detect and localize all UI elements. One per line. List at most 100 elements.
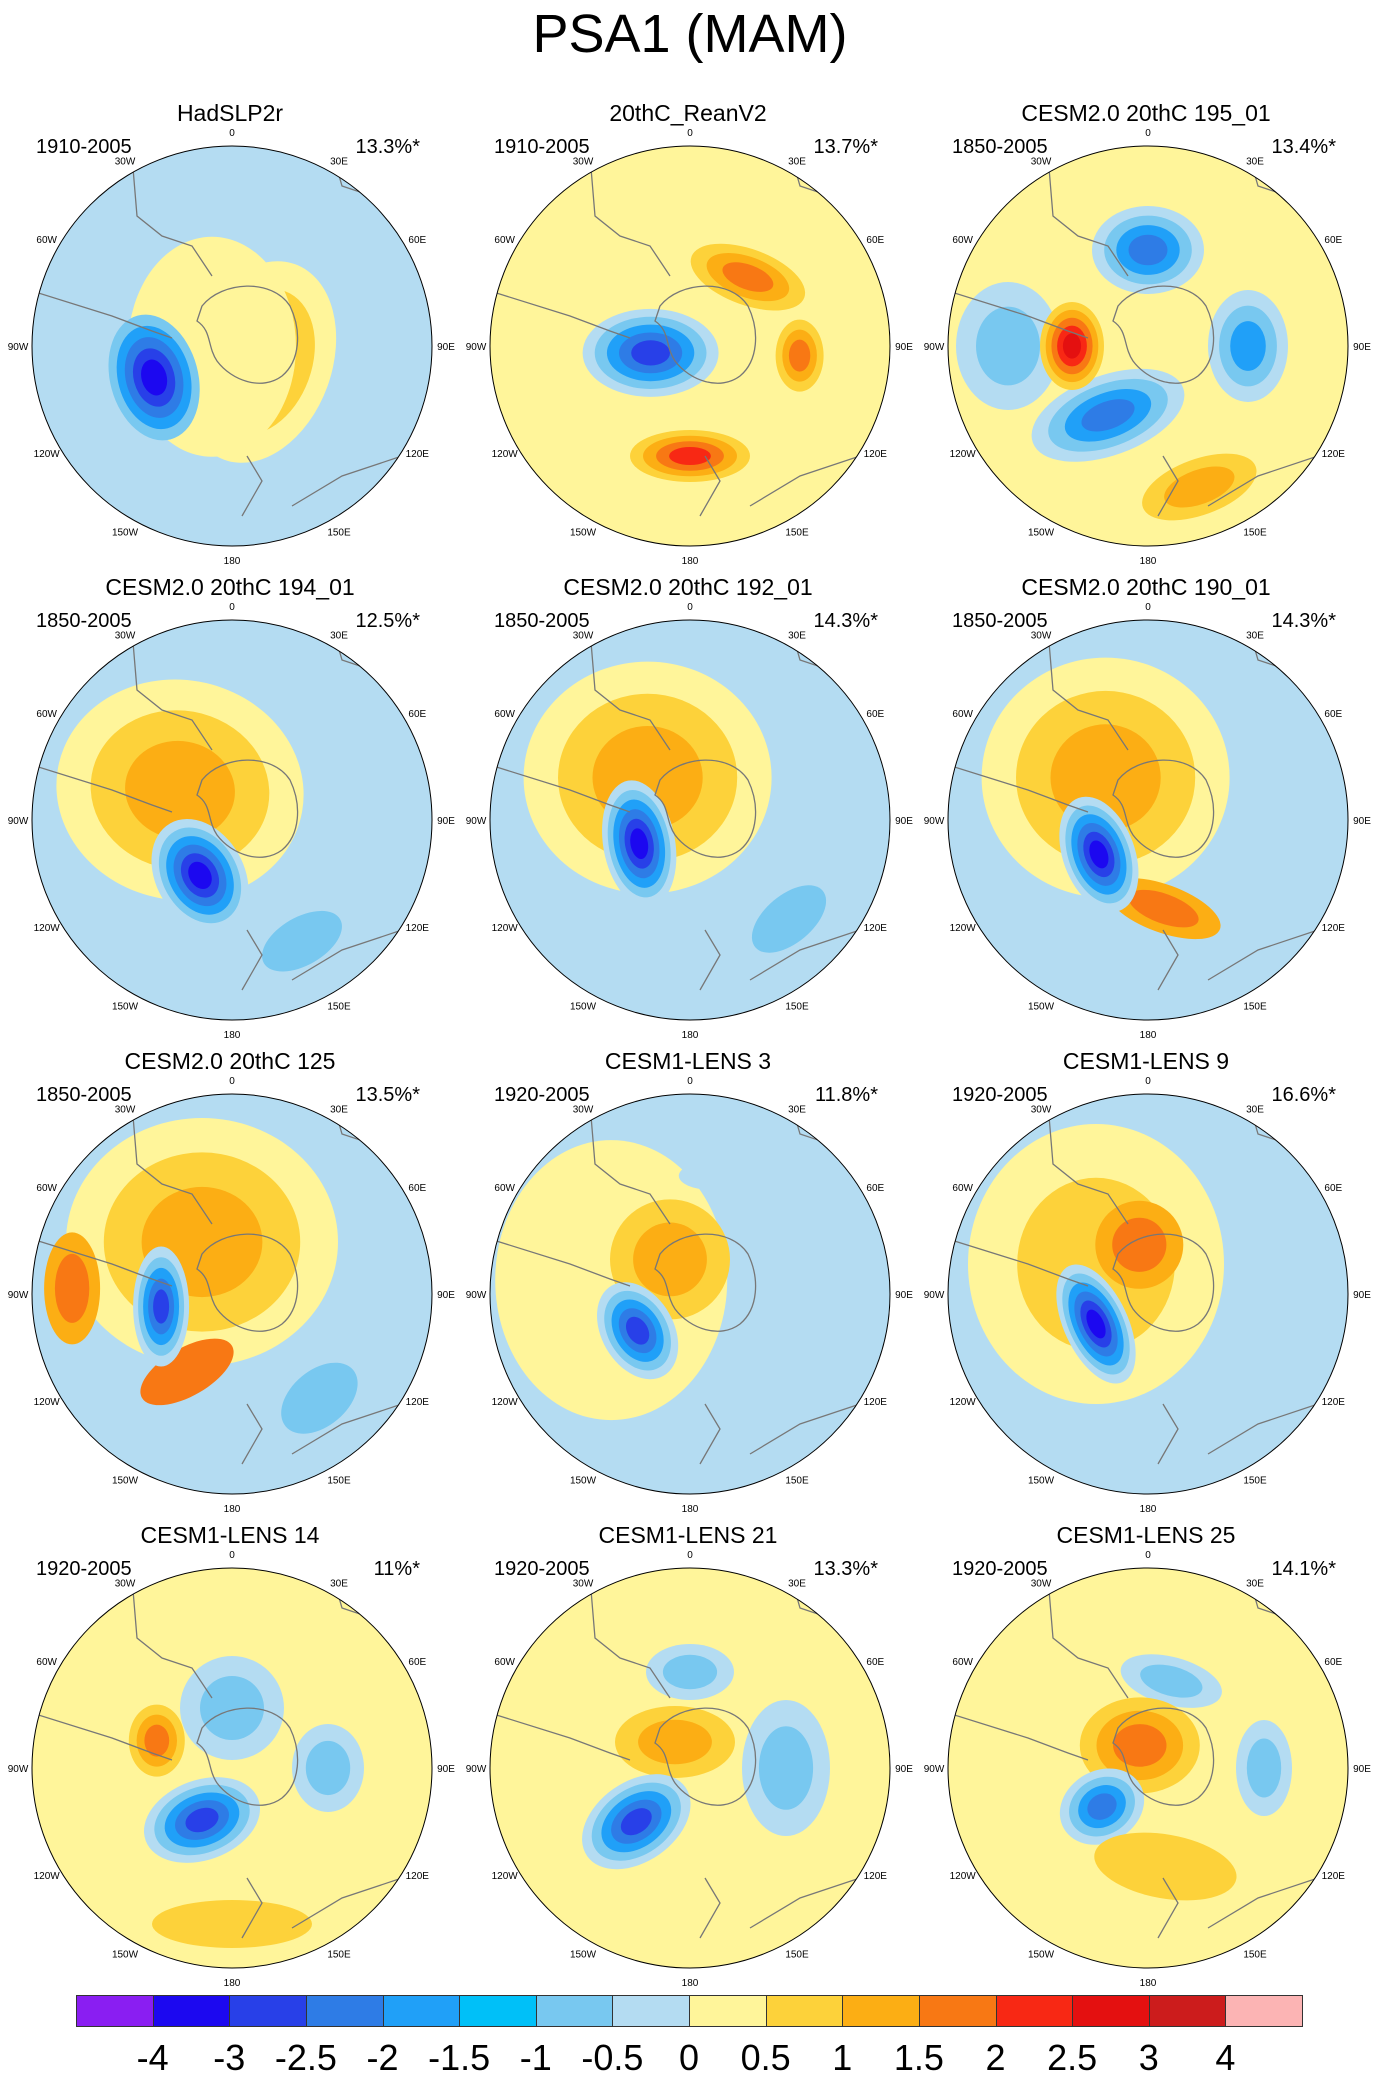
longitude-label: 150E — [1243, 1475, 1267, 1486]
longitude-label: 150W — [112, 1949, 139, 1960]
panel-period: 1850-2005 — [36, 1084, 132, 1106]
colorbar: -4 -3 -2.5 -2 -1.5 -1 -0.5 0 0.5 1 1.5 2 2.5 3 4 — [0, 1995, 1380, 2086]
longitude-label: 90E — [895, 1764, 913, 1775]
longitude-label: 90W — [466, 816, 487, 827]
contour-level — [1113, 1724, 1167, 1767]
longitude-label: 150W — [1028, 1475, 1055, 1486]
longitude-label: 30W — [115, 1105, 136, 1116]
panel-period: 1850-2005 — [952, 610, 1048, 632]
contour-level — [751, 885, 827, 953]
colorbar-swatch — [152, 1995, 231, 2027]
longitude-label: 0 — [687, 1076, 693, 1087]
longitude-label: 180 — [682, 1978, 699, 1989]
longitude-label: 90W — [924, 342, 945, 353]
panel-variance-percent: 12.5%* — [355, 610, 421, 632]
longitude-label: 60E — [866, 235, 884, 246]
longitude-label: 180 — [224, 1504, 241, 1515]
colorbar-tick-label: 1.5 — [893, 2037, 944, 2078]
contour-level — [1081, 399, 1135, 432]
longitude-label: 30E — [788, 631, 806, 642]
longitude-label: 90W — [466, 1290, 487, 1301]
contour-level — [144, 1724, 170, 1757]
longitude-label: 90W — [924, 1290, 945, 1301]
longitude-label: 120W — [34, 449, 61, 460]
contour-level — [976, 306, 1040, 386]
contour-level — [1230, 321, 1266, 371]
contour-level — [125, 740, 235, 840]
south-america-coastline — [490, 1577, 671, 1761]
contour-level — [153, 1289, 170, 1324]
longitude-label: 120W — [492, 449, 519, 460]
panel-variance-percent: 13.7%* — [813, 136, 879, 158]
polar-map: 0 30E 60E 90E 120E 150E 180 150W 120W 90W 60W 30W — [924, 1076, 1372, 1515]
contour-field — [948, 620, 1348, 1020]
panel-period: 1920-2005 — [36, 1558, 132, 1580]
antarctica-coastline — [1112, 285, 1215, 384]
coastlines — [490, 150, 886, 517]
longitude-label: 60W — [36, 235, 57, 246]
longitude-label: 30E — [1246, 1579, 1264, 1590]
map-border — [489, 1567, 891, 1969]
contour-level — [1087, 1793, 1117, 1820]
longitude-label: 150E — [1243, 1949, 1267, 1960]
antarctica-coastline — [196, 759, 299, 858]
longitude-label: 30E — [1246, 631, 1264, 642]
longitude-label: 180 — [682, 1504, 699, 1515]
longitude-label: 150E — [327, 1475, 351, 1486]
colorbar-swatch — [1148, 1995, 1227, 2027]
colorbar-tick-label: -4 — [136, 2037, 169, 2078]
map-border — [489, 1093, 891, 1495]
colorbar-swatch — [1225, 1995, 1303, 2027]
longitude-label: 90E — [437, 1764, 455, 1775]
longitude-label: 60E — [1324, 235, 1342, 246]
colorbar-swatch — [842, 1995, 920, 2027]
longitude-label: 150W — [570, 1001, 597, 1012]
longitude-label: 60W — [36, 1657, 57, 1668]
contour-field — [32, 620, 432, 1020]
longitude-label: 30W — [573, 1579, 594, 1590]
map-panel: HadSLP2r 1910-2005 13.3%* 0 30E 60E 90E 120E 150… — [0, 98, 460, 572]
contour-field — [32, 1568, 432, 1968]
contour-level — [200, 1676, 264, 1740]
contour-level — [758, 1726, 814, 1810]
longitude-label: 60W — [494, 709, 515, 720]
panel-variance-percent: 13.4%* — [1271, 136, 1337, 158]
map-border — [31, 1093, 433, 1495]
panel-title: CESM1-LENS 14 — [140, 1522, 320, 1548]
longitude-label: 60W — [952, 1657, 973, 1668]
colorbar-tick-label: 0 — [678, 2037, 700, 2078]
antarctica-coastline — [1112, 759, 1215, 858]
contour-level — [633, 1222, 707, 1297]
contour-level — [141, 359, 168, 396]
longitude-label: 150E — [327, 1001, 351, 1012]
antarctica-coastline — [1112, 1707, 1215, 1806]
longitude-label: 180 — [1140, 1030, 1157, 1041]
longitude-label: 30W — [1031, 1105, 1052, 1116]
contour-field — [948, 1094, 1348, 1494]
longitude-label: 90W — [8, 342, 29, 353]
colorbar-swatch — [459, 1995, 537, 2027]
longitude-label: 120E — [1322, 449, 1346, 460]
longitude-label: 90E — [895, 1290, 913, 1301]
map-border — [947, 619, 1349, 1021]
panel-title: CESM1-LENS 21 — [598, 1522, 778, 1548]
colorbar-tick-label: -3 — [213, 2037, 246, 2078]
longitude-label: 120W — [950, 449, 977, 460]
longitude-label: 30W — [1031, 631, 1052, 642]
panel-title: CESM1-LENS 9 — [1062, 1048, 1230, 1074]
longitude-label: 0 — [229, 602, 235, 613]
longitude-label: 0 — [229, 1550, 235, 1561]
contour-level — [1140, 1664, 1203, 1698]
antarctica-coastline — [196, 1707, 299, 1806]
contour-level — [1089, 840, 1109, 869]
longitude-label: 90W — [8, 1764, 29, 1775]
map-border — [489, 145, 891, 547]
longitude-label: 30W — [573, 631, 594, 642]
antarctica-coastline — [1112, 1233, 1215, 1332]
longitude-label: 30E — [1246, 1105, 1264, 1116]
map-panel: CESM2.0 20thC 192_01 1850-2005 14.3%* 0 30E 6… — [458, 572, 918, 1046]
colorbar-swatch — [765, 1995, 844, 2027]
contour-level — [152, 1900, 312, 1948]
panel-variance-percent: 11%* — [373, 1558, 420, 1580]
antarctica-coastline — [654, 1707, 757, 1806]
